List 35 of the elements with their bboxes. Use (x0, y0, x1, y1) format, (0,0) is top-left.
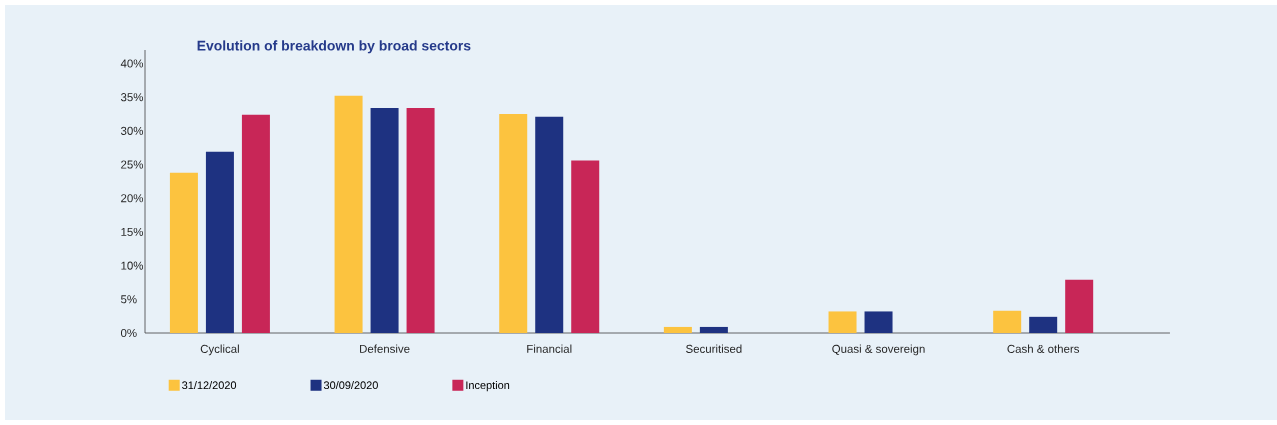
y-tick-label: 5% (120, 295, 137, 304)
bar (864, 311, 893, 333)
bar (370, 107, 399, 333)
bar (571, 160, 600, 333)
y-tick-label: 20% (121, 194, 144, 203)
x-tick-label: Quasi & sovereign (832, 344, 925, 356)
legend-label: Inception (466, 381, 510, 392)
y-tick-label: 30% (120, 126, 144, 135)
x-tick-label: Cyclical (200, 344, 239, 356)
bar (169, 172, 198, 333)
bar (663, 326, 692, 333)
bar (828, 311, 857, 333)
y-tick-label: 35% (120, 93, 144, 102)
y-tick-label: 10% (121, 261, 144, 270)
y-tick-label: 15% (121, 227, 144, 236)
x-tick-label: Securitised (686, 344, 742, 353)
y-tick-label: 25% (121, 160, 144, 169)
y-tick-label: 40% (120, 59, 144, 68)
y-tick-label: 0% (120, 328, 137, 338)
bar (1029, 316, 1058, 333)
bar (334, 95, 363, 333)
bar (241, 114, 270, 333)
bar (1065, 279, 1094, 333)
bar (205, 151, 234, 333)
x-tick-label: Cash & others (1007, 344, 1080, 353)
chart-title: Evolution of breakdown by broad sectors (197, 40, 471, 54)
legend-label: 30/09/2020 (323, 381, 378, 390)
bar (499, 114, 528, 333)
x-tick-label: Financial (527, 344, 572, 353)
bar (535, 116, 564, 333)
x-tick-label: Defensive (360, 344, 410, 353)
bar (993, 310, 1022, 333)
legend-label: 31/12/2020 (182, 381, 237, 390)
bar (699, 326, 728, 333)
bar (406, 107, 435, 333)
